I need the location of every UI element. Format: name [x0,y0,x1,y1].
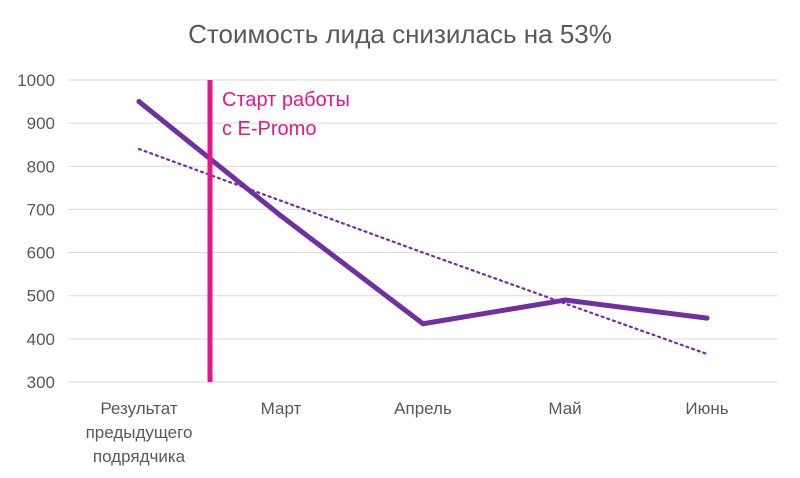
y-tick-label: 1000 [17,71,55,90]
annotation-text: с E-Promo [222,118,316,140]
annotation-text: Старт работы [222,89,350,111]
x-tick-label: Июнь [685,399,728,418]
grid [68,79,778,383]
x-axis-ticks: Результат предыдущего подрядчика Март Апрель… [86,399,729,466]
x-tick-label: Результат предыдущего подрядчика [86,399,193,466]
y-axis-ticks: 1000 900 800 700 600 500 400 300 [17,71,55,392]
y-tick-label: 500 [27,287,55,306]
y-tick-label: 300 [27,373,55,392]
x-tick-label: Март [261,399,302,418]
data-point [704,315,710,321]
x-tick-label-line: предыдущего [86,423,193,442]
y-tick-label: 400 [27,330,55,349]
y-tick-label: 700 [27,200,55,219]
data-point [278,213,284,219]
chart-title: Стоимость лида снизилась на 53% [188,19,612,49]
x-tick-label: Май [548,399,581,418]
x-tick-label-line: Март [261,399,302,418]
data-point [136,99,142,105]
x-tick-label-line: Июнь [685,399,728,418]
x-tick-label: Апрель [394,399,452,418]
y-tick-label: 600 [27,244,55,263]
annotation-layer: Старт работы с E-Promo [207,80,350,382]
x-tick-label-line: Май [548,399,581,418]
x-tick-label-line: подрядчика [93,447,186,466]
data-point [420,321,426,327]
y-tick-label: 800 [27,157,55,176]
trendline [137,147,709,356]
y-tick-label: 900 [27,114,55,133]
data-point [562,297,568,303]
x-tick-label-line: Апрель [394,399,452,418]
series-layer [136,99,710,356]
x-tick-label-line: Результат [100,399,178,418]
